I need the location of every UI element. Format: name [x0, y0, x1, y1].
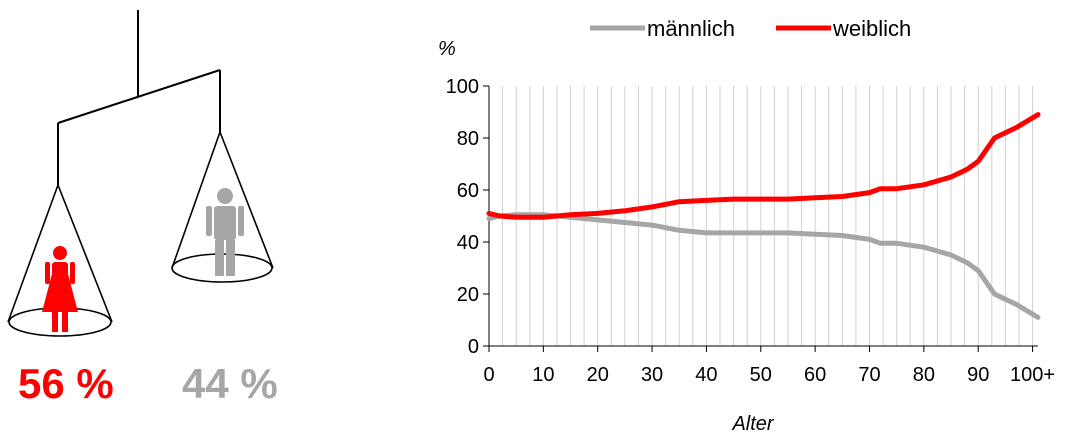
scale-beam — [57, 69, 221, 124]
woman-figure-icon — [42, 246, 78, 332]
scale-frame — [57, 10, 221, 185]
x-tick-label: 0 — [483, 364, 494, 386]
left-pan — [7, 184, 113, 337]
y-tick-label: 80 — [457, 128, 479, 150]
x-tick-label: 80 — [913, 364, 935, 386]
x-tick-marks — [488, 346, 1034, 352]
chart-legend: männlich weiblich — [590, 16, 911, 41]
series-lines — [486, 112, 1041, 320]
y-tick-label: 40 — [457, 232, 479, 254]
series-line-männlich — [486, 212, 1041, 320]
y-tick-label: 0 — [468, 336, 479, 358]
x-tick-label: 90 — [967, 364, 989, 386]
series-line-weiblich — [486, 112, 1041, 220]
x-tick-labels: 0 10 20 30 40 50 60 70 80 90 100+ — [483, 364, 1055, 386]
x-tick-label: 40 — [695, 364, 717, 386]
x-tick-label: 60 — [804, 364, 826, 386]
x-axis-label: Alter — [731, 413, 774, 434]
x-tick-label: 10 — [532, 364, 554, 386]
balance-scale-illustration — [7, 10, 274, 337]
male-percentage: 44 % — [182, 360, 278, 407]
legend-label: weiblich — [832, 16, 911, 41]
x-tick-label: 70 — [858, 364, 880, 386]
y-tick-label: 20 — [457, 284, 479, 306]
legend-label: männlich — [647, 16, 735, 41]
x-tick-label: 20 — [587, 364, 609, 386]
y-axis-label: % — [438, 38, 456, 60]
female-percentage: 56 % — [18, 360, 114, 407]
man-figure-icon — [206, 188, 244, 276]
y-tick-marks — [483, 85, 489, 347]
x-tick-label: 30 — [641, 364, 663, 386]
sex-ratio-line-chart: 0 20 40 60 80 100 0 10 20 30 40 50 60 70 80 90 100+ % A… — [438, 16, 1055, 434]
y-tick-labels: 0 20 40 60 80 100 — [446, 76, 479, 358]
x-tick-label: 100+ — [1010, 364, 1055, 386]
y-tick-label: 100 — [446, 76, 479, 98]
x-tick-label: 50 — [750, 364, 772, 386]
y-tick-label: 60 — [457, 180, 479, 202]
